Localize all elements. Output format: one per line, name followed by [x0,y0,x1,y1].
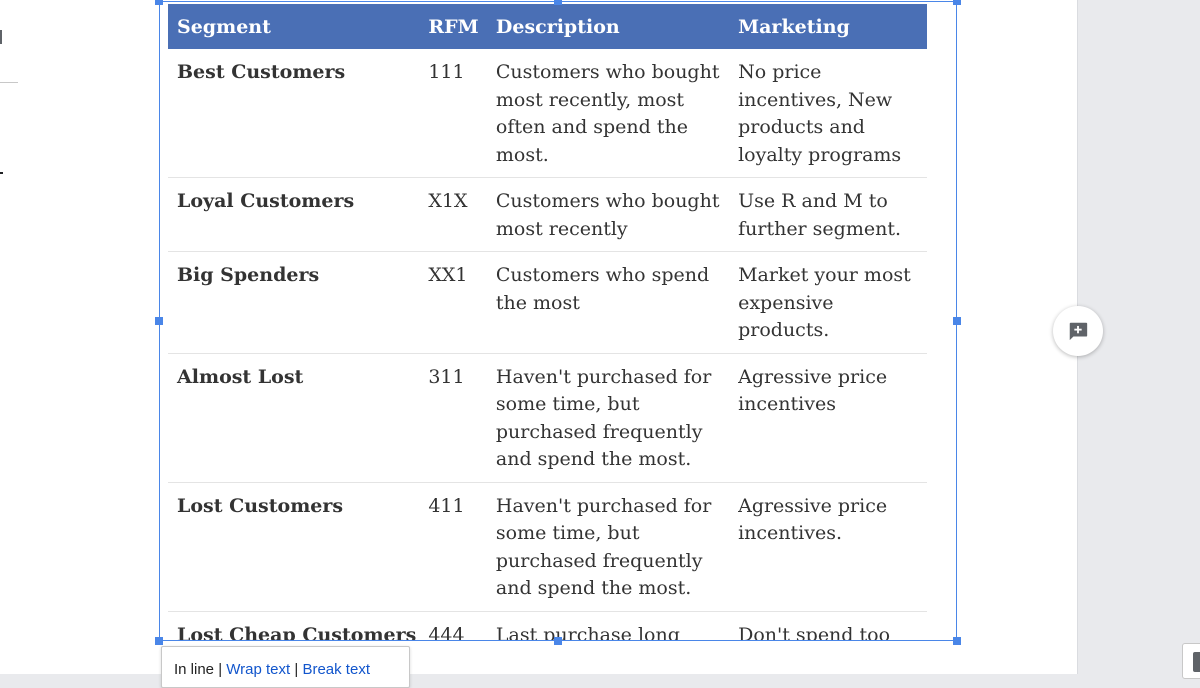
marketing-cell[interactable]: Use R and M to further segment. [729,177,927,252]
inline-option[interactable]: In line [174,661,215,678]
segment-cell[interactable]: Almost Lost [168,353,425,483]
panel-toggle-icon [1193,652,1200,672]
add-comment-button[interactable] [1053,306,1103,356]
resize-handle-left[interactable] [155,317,163,325]
table-row: Loyal Customers X1X Customers who bought… [168,177,927,252]
segment-cell[interactable]: Lost Customers [168,482,425,612]
table-row: Lost Cheap Customers 444 Last purchase l… [168,611,927,641]
table-row: Almost Lost 311 Haven't purchased for so… [168,353,927,483]
option-separator: | [294,661,299,678]
header-segment[interactable]: Segment [168,4,425,49]
description-cell[interactable]: Haven't purchased for some time, but pur… [486,353,730,483]
table-row: Big Spenders XX1 Customers who spend the… [168,251,927,354]
panel-marker [0,30,2,44]
option-separator: | [218,661,223,678]
image-wrap-options: In line | Wrap text | Break text [161,646,410,688]
description-cell[interactable]: Customers who bought most recently [486,177,730,252]
description-cell[interactable]: Customers who spend the most [486,251,730,354]
marketing-cell[interactable]: Agressive price incentives [729,353,927,483]
header-marketing[interactable]: Marketing [729,4,927,49]
resize-handle-top-left[interactable] [155,0,163,5]
resize-handle-top-right[interactable] [953,0,961,5]
marketing-cell[interactable]: Agressive price incentives. [729,482,927,612]
rfm-segment-table[interactable]: Segment RFM Description Marketing Best C… [168,4,927,641]
rfm-cell[interactable]: 411 [424,482,487,612]
description-cell[interactable]: Last purchase long ago, purchased few an… [486,611,730,641]
segment-cell[interactable]: Loyal Customers [168,177,425,252]
rfm-cell[interactable]: X1X [424,177,487,252]
rfm-cell[interactable]: 311 [424,353,487,483]
resize-handle-bottom[interactable] [554,637,562,645]
rfm-cell[interactable]: 444 [424,611,487,641]
resize-handle-bottom-right[interactable] [953,637,961,645]
break-text-link[interactable]: Break text [302,661,370,678]
image-selection-frame[interactable] [159,1,957,641]
header-rfm[interactable]: RFM [424,4,487,49]
rfm-cell[interactable]: XX1 [424,251,487,354]
segment-cell[interactable]: Lost Cheap Customers [168,611,425,641]
header-description[interactable]: Description [486,4,730,49]
resize-handle-right[interactable] [953,317,961,325]
description-cell[interactable]: Customers who bought most recently, most… [486,49,730,178]
marketing-cell[interactable]: Market your most expensive products. [729,251,927,354]
resize-handle-bottom-left[interactable] [155,637,163,645]
segment-cell[interactable]: Best Customers [168,49,425,178]
panel-divider [0,82,18,83]
table-row: Best Customers 111 Customers who bought … [168,49,927,178]
resize-handle-top[interactable] [554,0,562,5]
table-viewport: Segment RFM Description Marketing Best C… [168,4,927,641]
segment-cell[interactable]: Big Spenders [168,251,425,354]
rfm-cell[interactable]: 111 [424,49,487,178]
table-row: Lost Customers 411 Haven't purchased for… [168,482,927,612]
wrap-text-link[interactable]: Wrap text [226,661,291,678]
panel-marker [0,172,3,174]
description-cell[interactable]: Haven't purchased for some time, but pur… [486,482,730,612]
marketing-cell[interactable]: No price incentives, New products and lo… [729,49,927,178]
add-comment-icon [1069,322,1088,341]
table-header-row: Segment RFM Description Marketing [168,4,927,49]
marketing-cell[interactable]: Don't spend too much trying to re-acquir… [729,611,927,641]
